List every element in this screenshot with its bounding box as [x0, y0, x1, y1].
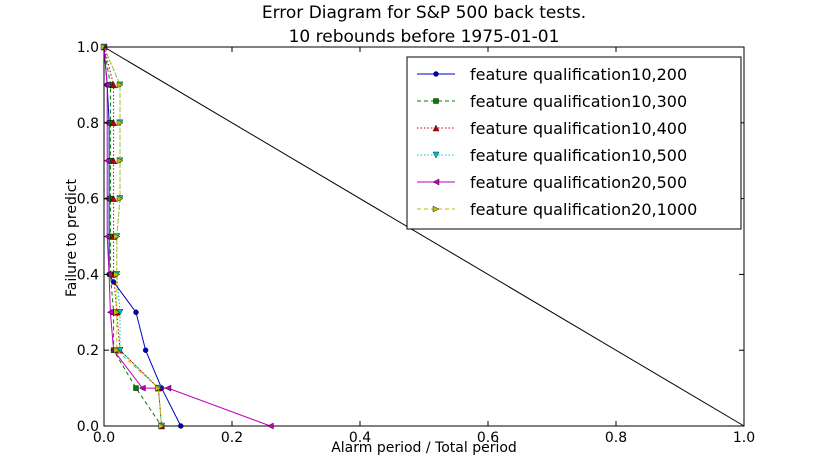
data-point	[113, 271, 121, 278]
data-point	[158, 422, 166, 430]
legend-label: feature qualification10,500	[470, 146, 687, 165]
series-5	[100, 43, 274, 430]
chart-subtitle: 10 rebounds before 1975-01-01	[288, 27, 560, 47]
data-point	[113, 346, 121, 354]
data-point	[133, 309, 139, 315]
data-point	[178, 423, 184, 429]
data-point	[103, 157, 111, 165]
legend-label: feature qualification20,500	[470, 173, 687, 192]
legend-box	[406, 56, 742, 230]
data-point	[116, 119, 124, 127]
legend-marker	[433, 71, 439, 77]
x-tick-label: 1.0	[733, 430, 755, 446]
series-line	[103, 46, 271, 427]
data-point	[164, 384, 172, 392]
legend-item: feature qualification10,200	[417, 65, 687, 84]
series-6	[100, 43, 166, 430]
x-tick-label: 0.8	[605, 430, 627, 446]
y-tick-label: 0.2	[77, 343, 99, 359]
data-point	[266, 422, 274, 430]
data-point	[110, 119, 117, 127]
legend-marker	[432, 205, 440, 213]
legend-marker	[432, 151, 440, 159]
data-point	[133, 385, 139, 391]
x-tick-label: 0.0	[93, 430, 115, 446]
data-point	[106, 308, 114, 316]
legend-item: feature qualification20,1000	[417, 200, 697, 219]
legend-marker	[432, 124, 440, 132]
y-tick-label: 1.0	[77, 40, 99, 56]
reference-line	[103, 46, 745, 427]
legend-item: feature qualification20,500	[417, 173, 687, 192]
legend-label: feature qualification10,400	[470, 119, 687, 138]
chart-title: Error Diagram for S&P 500 back tests.	[261, 3, 587, 23]
legend-item: feature qualification10,400	[417, 119, 687, 138]
data-point	[103, 233, 111, 240]
y-tick-label: 0.0	[77, 419, 99, 435]
data-point	[110, 81, 117, 89]
data-point	[113, 233, 121, 240]
legend-item: feature qualification10,500	[417, 146, 687, 165]
data-point	[110, 157, 117, 164]
x-tick-label: 0.2	[221, 430, 243, 446]
data-point	[116, 81, 124, 89]
data-point	[155, 384, 162, 392]
legend-label: feature qualification20,1000	[470, 200, 697, 219]
data-point	[105, 271, 113, 278]
legend-item: feature qualification10,300	[417, 92, 687, 111]
y-tick-label: 0.8	[77, 116, 99, 132]
y-tick-label: 0.6	[77, 192, 99, 208]
series-line	[103, 46, 182, 427]
data-point	[113, 308, 121, 316]
data-point	[138, 384, 146, 392]
legend-label: feature qualification10,300	[470, 92, 687, 111]
x-tick-label: 0.4	[349, 430, 371, 446]
y-tick-label: 0.4	[77, 267, 99, 283]
data-point	[116, 195, 124, 202]
data-point	[110, 279, 117, 285]
data-point	[103, 81, 111, 89]
legend-marker	[432, 178, 440, 186]
data-point	[142, 347, 149, 353]
x-tick-label: 0.6	[477, 430, 499, 446]
data-point	[116, 157, 124, 165]
x-axis-label: Alarm period / Total period	[331, 440, 517, 456]
legend-marker	[433, 98, 439, 104]
series-line	[103, 46, 163, 427]
data-point	[110, 195, 117, 202]
legend-label: feature qualification10,200	[470, 65, 687, 84]
